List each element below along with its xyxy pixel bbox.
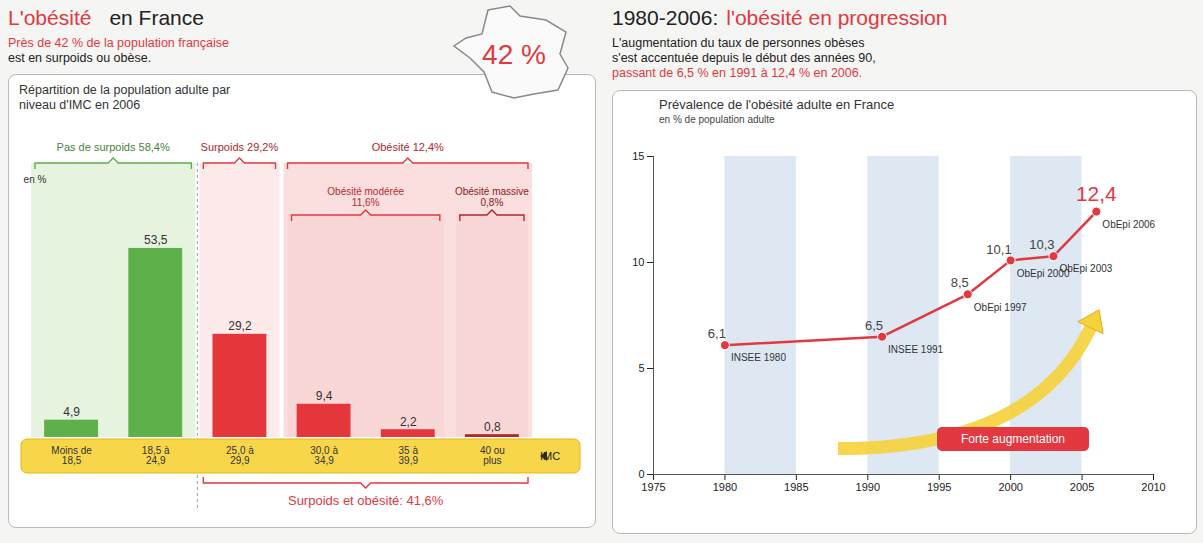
svg-text:Obésité massive: Obésité massive [455, 186, 529, 197]
svg-text:10,3: 10,3 [1029, 237, 1054, 252]
svg-text:12,4: 12,4 [1076, 182, 1117, 205]
svg-text:Pas de surpoids 58,4%: Pas de surpoids 58,4% [57, 141, 170, 153]
svg-text:15: 15 [632, 150, 644, 162]
svg-text:0,8%: 0,8% [481, 197, 504, 208]
svg-text:1990: 1990 [856, 481, 880, 493]
svg-text:Moins de18,5: Moins de18,5 [51, 445, 92, 466]
svg-text:25,0 à29,9: 25,0 à29,9 [226, 445, 254, 466]
svg-text:en %: en % [24, 174, 47, 185]
svg-text:8,5: 8,5 [951, 275, 969, 290]
svg-text:0: 0 [638, 468, 644, 480]
svg-text:ObEpi 2000: ObEpi 2000 [1016, 267, 1070, 279]
svg-text:INSEE 1991: INSEE 1991 [888, 344, 943, 355]
html-text:en % de population adulte: en % de population adulte [659, 114, 775, 125]
svg-text:11,6%: 11,6% [352, 197, 380, 208]
svg-text:1985: 1985 [784, 481, 808, 493]
html-text:est en surpoids ou obèse.: est en surpoids ou obèse. [8, 51, 152, 65]
svg-text:2,2: 2,2 [400, 415, 417, 429]
svg-text:ObEpi 2003: ObEpi 2003 [1060, 263, 1113, 274]
html-text:Répartition de la population a: Répartition de la population adulte par … [19, 83, 231, 112]
html-text:L'obésité: L'obésité [8, 6, 92, 29]
svg-text:10,1: 10,1 [986, 242, 1011, 257]
html-text:s'est accentuée depuis le débu: s'est accentuée depuis le début des anné… [612, 51, 876, 65]
html-text:Prévalence de l'obésité adulte: Prévalence de l'obésité adulte en France [659, 97, 895, 112]
html-text:en France: en France [109, 6, 204, 29]
svg-text:53,5: 53,5 [144, 233, 168, 247]
svg-text:4,9: 4,9 [63, 405, 80, 419]
svg-text:18,5 à24,9: 18,5 à24,9 [142, 445, 170, 466]
svg-text:30,0 à34,9: 30,0 à34,9 [310, 445, 338, 466]
svg-text:2005: 2005 [1070, 481, 1094, 493]
svg-text:Obésité modérée: Obésité modérée [327, 186, 404, 197]
svg-text:42 %: 42 % [482, 39, 546, 70]
html-text:Près de 42 % de la population: Près de 42 % de la population française [8, 36, 229, 50]
svg-text:ObEpi 2006: ObEpi 2006 [1102, 219, 1155, 230]
svg-text:10: 10 [632, 256, 644, 268]
svg-text:6,1: 6,1 [708, 326, 726, 341]
svg-text:IMC: IMC [540, 450, 560, 462]
svg-text:INSEE 1980: INSEE 1980 [731, 352, 786, 363]
svg-text:2000: 2000 [998, 481, 1022, 493]
svg-text:1980: 1980 [713, 481, 737, 493]
svg-text:5: 5 [638, 362, 644, 374]
svg-text:Obésité 12,4%: Obésité 12,4% [372, 141, 444, 153]
svg-text:35 à39,9: 35 à39,9 [399, 445, 419, 466]
svg-text:1995: 1995 [927, 481, 951, 493]
html-text:passant de 6,5 % en 1991 à 12,: passant de 6,5 % en 1991 à 12,4 % en 200… [612, 66, 863, 80]
svg-text:Surpoids et obésité: 41,6%: Surpoids et obésité: 41,6% [288, 493, 444, 508]
svg-text:1975: 1975 [641, 481, 665, 493]
svg-text:ObEpi 1997: ObEpi 1997 [974, 302, 1027, 313]
svg-text:40 ouplus: 40 ouplus [480, 445, 505, 466]
svg-text:29,2: 29,2 [228, 319, 252, 333]
html-text:1980-2006: l'obésité en progre: 1980-2006: l'obésité en progression [612, 6, 948, 29]
svg-text:0,8: 0,8 [484, 420, 501, 434]
svg-text:Surpoids 29,2%: Surpoids 29,2% [201, 141, 279, 153]
svg-text:9,4: 9,4 [316, 389, 333, 403]
html-text:L'augmentation du taux de pers: L'augmentation du taux de personnes obès… [612, 36, 865, 50]
svg-text:6,5: 6,5 [865, 318, 883, 333]
svg-text:Forte augmentation: Forte augmentation [961, 432, 1065, 446]
svg-text:2010: 2010 [1141, 481, 1165, 493]
